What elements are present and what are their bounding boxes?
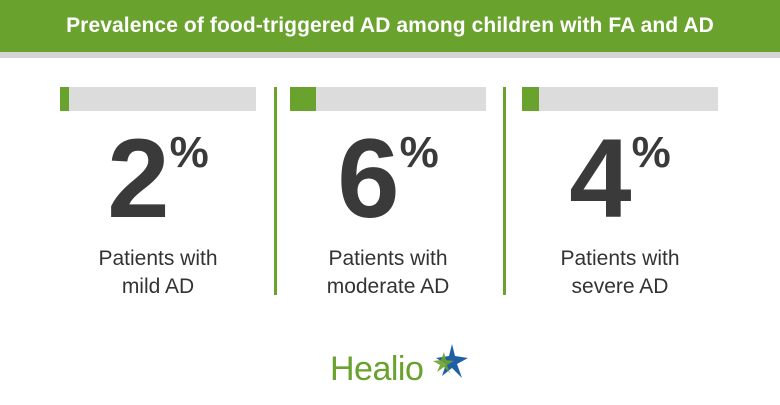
- progress-track: [522, 87, 718, 111]
- stat-label: Patients with mild AD: [50, 245, 266, 301]
- healio-logo: Healio: [330, 342, 480, 392]
- stat-label-line1: Patients with: [98, 247, 218, 270]
- stat-label-line2: mild AD: [121, 275, 195, 298]
- stat-label: Patients with moderate AD: [280, 245, 496, 301]
- progress-fill: [522, 87, 539, 111]
- stat-value: 6 %: [290, 116, 486, 241]
- progress-track: [290, 87, 486, 111]
- header-banner: Prevalence of food-triggered AD among ch…: [0, 0, 780, 52]
- stat-value: 2 %: [60, 116, 256, 241]
- stat-label-line1: Patients with: [560, 247, 680, 270]
- progress-track: [60, 87, 256, 111]
- column-divider: [503, 87, 506, 295]
- stat-label: Patients with severe AD: [512, 245, 728, 301]
- stat-label-line2: moderate AD: [326, 275, 450, 298]
- stat-card-severe: 4 % Patients with severe AD: [522, 87, 718, 298]
- stat-card-moderate: 6 % Patients with moderate AD: [290, 87, 486, 298]
- star-icon: [433, 344, 468, 378]
- stat-label-line1: Patients with: [328, 247, 448, 270]
- stat-label-line2: severe AD: [571, 275, 669, 298]
- progress-fill: [60, 87, 69, 111]
- column-divider: [274, 87, 277, 295]
- stat-number: 2: [107, 116, 170, 241]
- stat-card-mild: 2 % Patients with mild AD: [60, 87, 256, 298]
- stat-number: 4: [569, 116, 632, 241]
- logo-wordmark: Healio: [330, 350, 424, 388]
- page-title: Prevalence of food-triggered AD among ch…: [66, 14, 714, 37]
- stat-value: 4 %: [522, 116, 718, 241]
- stat-unit: %: [169, 128, 209, 177]
- stat-number: 6: [337, 116, 400, 241]
- stat-unit: %: [399, 128, 439, 177]
- stat-unit: %: [631, 128, 671, 177]
- progress-fill: [290, 87, 316, 111]
- header-divider: [0, 52, 780, 58]
